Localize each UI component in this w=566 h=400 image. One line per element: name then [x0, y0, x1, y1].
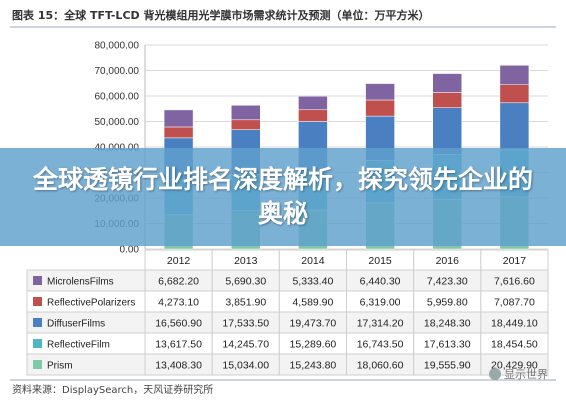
bar-segment [432, 92, 462, 108]
bar-segment [365, 83, 395, 101]
bar-segment [499, 84, 530, 104]
x-tick-label: 2014 [301, 255, 325, 267]
data-label: 4,589.90 [292, 297, 333, 309]
data-label: 17,314.20 [357, 318, 404, 330]
data-label: 6,319.00 [360, 297, 401, 309]
data-label: 18,449.10 [491, 318, 538, 330]
bar-segment [298, 95, 328, 111]
data-label: 7,616.60 [494, 276, 535, 288]
data-label: 14,245.70 [222, 339, 269, 351]
data-label: 6,440.30 [360, 276, 401, 288]
data-label: 20,429.90 [491, 360, 538, 372]
data-label: 13,408.30 [155, 360, 202, 372]
data-label: 7,087.70 [494, 297, 535, 309]
legend-label: ReflectiveFilm [47, 340, 110, 351]
y-tick-label: 50,000.00 [95, 117, 140, 128]
x-tick-label: 2012 [167, 255, 191, 267]
bar-segment [298, 109, 328, 122]
data-label: 5,333.40 [292, 276, 333, 288]
data-label: 13,617.50 [155, 339, 202, 351]
data-label: 5,959.80 [427, 297, 468, 309]
source-note: 资料来源：DisplaySearch，天风证券研究所 [12, 383, 213, 396]
x-tick-label: 2016 [436, 255, 460, 267]
data-label: 18,454.50 [491, 339, 538, 351]
data-label: 15,289.60 [290, 339, 337, 351]
data-label: 18,060.60 [357, 360, 404, 372]
legend-swatch [33, 318, 42, 327]
bar-segment [163, 126, 194, 139]
data-label: 15,034.00 [222, 360, 269, 372]
legend-label: Prism [47, 361, 73, 372]
x-tick-label: 2015 [368, 255, 392, 267]
bar-segment [365, 99, 395, 117]
x-tick-label: 2017 [503, 255, 527, 267]
y-tick-label: 0.00 [120, 245, 140, 256]
data-label: 3,851.90 [225, 297, 266, 309]
legend-label: MicrolensFilms [47, 277, 114, 288]
x-tick-label: 2013 [234, 255, 258, 267]
banner-title: 全球透镜行业排名深度解析，探究领先企业的奥秘 [32, 165, 533, 228]
data-label: 15,243.80 [290, 360, 337, 372]
bar-segment [231, 105, 261, 121]
title-banner: 全球透镜行业排名深度解析，探究领先企业的奥秘 [0, 148, 566, 246]
data-label: 18,248.30 [424, 318, 471, 330]
legend-label: ReflectivePolarizers [47, 298, 135, 309]
bar-segment [432, 73, 462, 93]
data-label: 16,560.90 [155, 318, 202, 330]
data-label: 4,273.10 [158, 297, 199, 309]
y-tick-label: 80,000.00 [95, 41, 140, 52]
bar-segment [231, 119, 261, 130]
watermark: 显示世界 [489, 366, 548, 382]
data-label: 19,473.70 [290, 318, 337, 330]
watermark-text: 显示世界 [504, 368, 548, 381]
data-label: 17,613.30 [424, 339, 471, 351]
y-tick-label: 70,000.00 [95, 66, 140, 77]
legend-swatch [33, 297, 42, 306]
data-label: 5,690.30 [225, 276, 266, 288]
legend-swatch [33, 360, 42, 369]
data-label: 16,743.50 [357, 339, 404, 351]
wechat-icon [489, 368, 501, 380]
table-row-header [26, 353, 146, 376]
y-tick-label: 60,000.00 [95, 92, 140, 103]
chart-title: 图表 15：全球 TFT-LCD 背光模组用光学膜市场需求统计及预测（单位：万平… [12, 8, 429, 22]
data-label: 17,533.50 [222, 318, 269, 330]
legend-swatch [33, 276, 42, 285]
data-label: 7,423.30 [427, 276, 468, 288]
legend-swatch [33, 339, 42, 348]
bar-segment [499, 65, 530, 85]
bar-segment [499, 102, 530, 151]
data-label: 19,555.90 [424, 360, 471, 372]
data-label: 6,682.20 [158, 276, 199, 288]
legend-label: DiffuserFilms [47, 319, 105, 330]
bar-segment [163, 109, 194, 128]
